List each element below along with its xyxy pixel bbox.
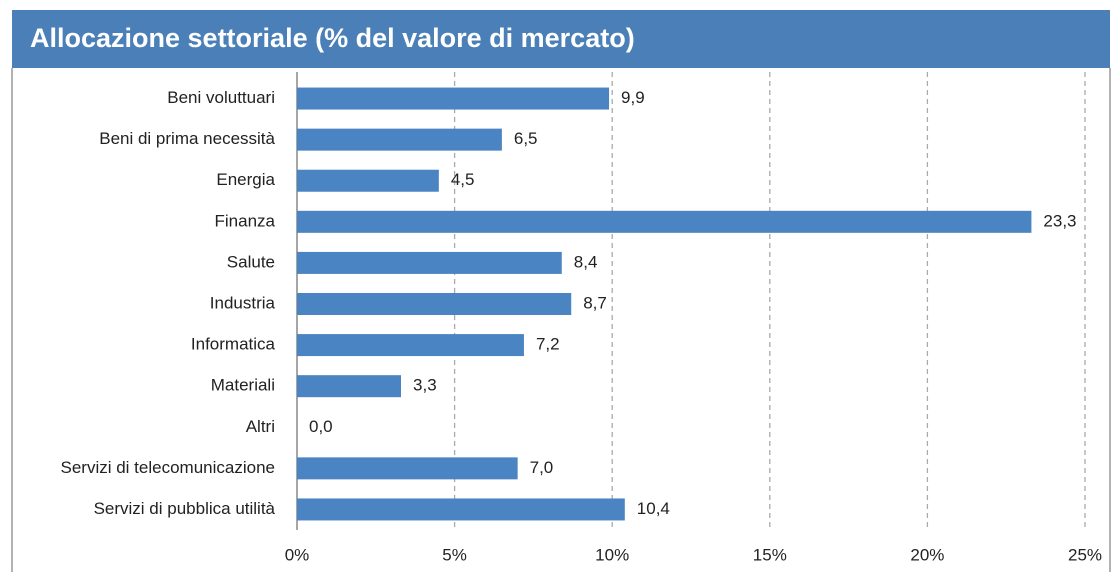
value-label: 23,3 <box>1043 211 1076 230</box>
x-tick-label: 15% <box>753 545 787 564</box>
y-tick-label: Servizi di telecomunicazione <box>61 458 276 477</box>
bar <box>297 498 625 521</box>
x-tick-label: 0% <box>285 545 310 564</box>
value-label: 8,4 <box>574 252 598 271</box>
value-label: 7,0 <box>530 458 554 477</box>
bar <box>297 375 402 398</box>
bar <box>297 334 524 357</box>
value-label: 9,9 <box>621 88 645 107</box>
value-label: 3,3 <box>413 376 437 395</box>
bar <box>297 210 1032 233</box>
y-tick-label: Beni di prima necessità <box>99 129 275 148</box>
y-tick-label: Energia <box>216 170 275 189</box>
x-tick-label: 10% <box>595 545 629 564</box>
bar <box>297 293 572 315</box>
bar <box>297 169 439 192</box>
bar <box>297 251 562 274</box>
header-bar <box>12 10 1110 68</box>
x-tick-label: 25% <box>1068 545 1102 564</box>
value-label: 8,7 <box>583 293 607 312</box>
y-tick-label: Beni voluttuari <box>167 88 275 107</box>
y-tick-label: Finanza <box>215 211 276 230</box>
bar <box>297 128 502 151</box>
chart-title: Allocazione settoriale (% del valore di … <box>30 23 635 53</box>
x-tick-label: 20% <box>910 545 944 564</box>
value-label: 4,5 <box>451 170 475 189</box>
y-tick-label: Informatica <box>191 335 276 354</box>
value-label: 7,2 <box>536 335 560 354</box>
y-tick-label: Servizi di pubblica utilità <box>94 499 276 518</box>
y-tick-label: Altri <box>246 417 275 436</box>
y-tick-label: Salute <box>227 252 275 271</box>
bar <box>297 87 610 110</box>
value-label: 0,0 <box>309 417 333 436</box>
x-tick-label: 5% <box>442 545 467 564</box>
value-label: 10,4 <box>637 499 670 518</box>
bar <box>297 457 518 480</box>
y-tick-label: Industria <box>210 293 276 312</box>
y-tick-label: Materiali <box>211 376 275 395</box>
value-label: 6,5 <box>514 129 538 148</box>
